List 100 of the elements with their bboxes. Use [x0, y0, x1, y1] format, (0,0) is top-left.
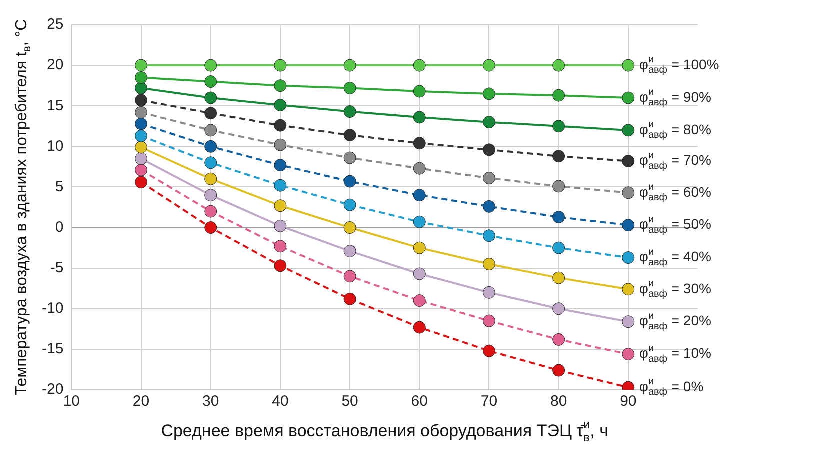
point [622, 316, 635, 328]
point [413, 321, 426, 334]
point [622, 252, 635, 264]
point [482, 88, 496, 100]
point [344, 270, 356, 283]
y-tick-label: 25 [46, 16, 64, 34]
point [204, 140, 218, 153]
point [274, 220, 287, 232]
point [274, 80, 287, 92]
point [552, 302, 566, 316]
point [482, 258, 496, 271]
point [482, 286, 496, 299]
point [482, 200, 496, 213]
point [274, 179, 287, 192]
y-tick-label: -5 [50, 259, 64, 276]
y-tick-label: 15 [46, 97, 64, 114]
point [622, 59, 635, 72]
point [274, 159, 287, 172]
x-tick-label: 60 [411, 393, 428, 410]
point [204, 92, 218, 104]
point [622, 124, 635, 137]
point [552, 59, 566, 72]
point [344, 175, 356, 188]
point [622, 186, 635, 200]
point [135, 82, 148, 95]
point [482, 144, 496, 156]
point [135, 164, 148, 176]
x-tick-label: 70 [480, 393, 498, 410]
x-tick-label: 20 [132, 393, 150, 410]
y-tick-label: 20 [46, 56, 64, 74]
point [344, 106, 356, 118]
point [622, 92, 635, 104]
point [344, 245, 356, 258]
point [204, 124, 218, 137]
point [135, 152, 148, 166]
x-tick-label: 50 [342, 393, 358, 410]
point [135, 106, 148, 119]
point [204, 172, 218, 186]
y-axis-title: Температура воздуха в зданиях потребителя tв, °C [13, 19, 34, 396]
point [204, 156, 218, 170]
point [344, 198, 356, 212]
point [274, 119, 287, 132]
point [274, 138, 287, 152]
x-tick-label: 80 [550, 393, 568, 410]
point [274, 260, 287, 272]
point [552, 120, 566, 133]
point [482, 172, 496, 185]
point [135, 176, 148, 189]
x-tick-label: 90 [620, 393, 637, 410]
x-tick-label: 30 [202, 393, 220, 410]
point [482, 314, 496, 328]
point [552, 242, 566, 254]
point [552, 364, 566, 377]
y-tick-label: -10 [42, 300, 64, 318]
point [552, 89, 566, 102]
point [135, 118, 148, 130]
point [344, 59, 356, 72]
point [344, 82, 356, 95]
point [413, 137, 426, 150]
point [135, 71, 148, 84]
y-tick-label: -20 [42, 381, 64, 398]
point [413, 189, 426, 202]
point [274, 240, 287, 253]
y-tick-label: 10 [46, 138, 64, 155]
point [622, 348, 635, 361]
point [413, 268, 426, 280]
point [204, 76, 218, 88]
point [622, 155, 635, 168]
point [482, 230, 496, 242]
point [622, 283, 635, 296]
x-tick-label: 40 [272, 393, 289, 410]
point [482, 344, 496, 358]
point [204, 59, 218, 72]
point [413, 59, 426, 72]
point [413, 111, 426, 124]
point [552, 272, 566, 284]
point [135, 141, 148, 154]
point [204, 107, 218, 120]
point [552, 333, 566, 346]
point [552, 210, 566, 224]
point [135, 94, 148, 107]
point [413, 216, 426, 228]
point [413, 294, 426, 308]
y-tick-label: -15 [42, 340, 64, 358]
point [274, 59, 287, 72]
point [413, 242, 426, 254]
point [344, 292, 356, 306]
point [413, 162, 426, 175]
point [413, 85, 426, 98]
point [482, 116, 496, 129]
point [274, 99, 287, 112]
point [274, 200, 287, 212]
point [204, 189, 218, 202]
y-tick-label: 5 [55, 178, 64, 196]
point [135, 130, 148, 142]
point [344, 129, 356, 142]
point [204, 222, 218, 234]
point [344, 152, 356, 164]
point [482, 59, 496, 72]
y-tick-label: 0 [55, 218, 64, 236]
